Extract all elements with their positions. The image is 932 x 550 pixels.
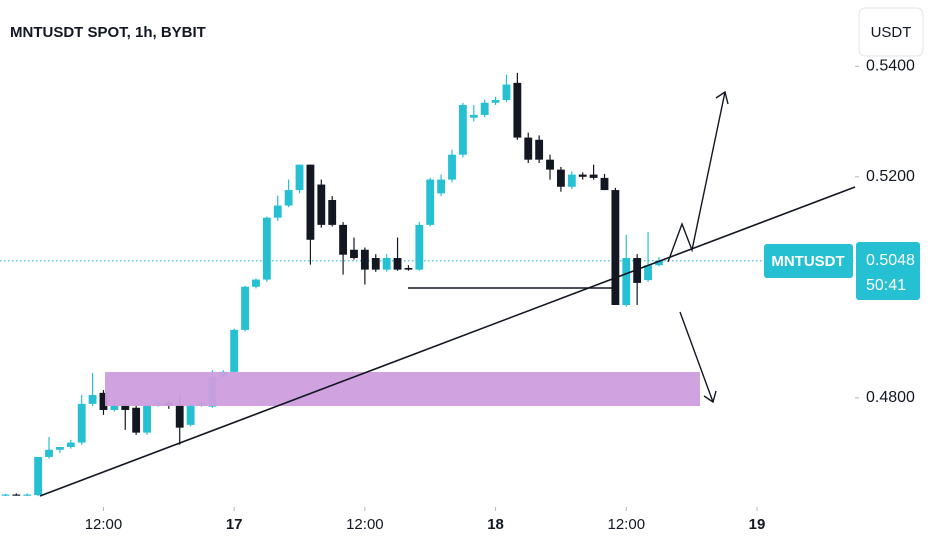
candle-body [622, 258, 631, 305]
candle-body [66, 442, 75, 447]
candle-body [469, 114, 478, 118]
x-tick-label: 12:00 [85, 516, 123, 533]
candle-body [426, 179, 435, 225]
candle-body [491, 100, 500, 103]
candle-body [241, 286, 249, 330]
countdown-label: 50:41 [866, 277, 906, 294]
trend-line [39, 186, 856, 497]
candle-body [306, 164, 315, 240]
axes: 0.5400 0.5200 0.4800 12:00 17 12:00 18 12:00 19 [85, 58, 915, 533]
candle-body [578, 174, 587, 177]
candle-body [88, 395, 97, 404]
currency-button-label[interactable]: USDT [871, 24, 912, 41]
last-price-label: 0.5048 [866, 252, 915, 269]
candle-body [644, 265, 652, 281]
price-label-box [856, 242, 920, 300]
candle-body [262, 217, 271, 280]
candle-body [371, 258, 380, 270]
candle-body [12, 494, 21, 496]
candle-body [99, 392, 108, 410]
candle-body [524, 137, 533, 160]
currency-button[interactable] [858, 7, 924, 57]
y-tick-label: 0.5200 [866, 168, 915, 185]
candle-body [77, 403, 86, 443]
candle-body [437, 179, 446, 194]
plot [0, 72, 855, 497]
candle-body [328, 200, 337, 225]
chart-title: MNTUSDT SPOT, 1h, BYBIT [10, 24, 206, 41]
candle-body [143, 404, 151, 433]
candle-body [317, 184, 326, 225]
candle-body [45, 449, 53, 457]
candle-body [535, 139, 544, 160]
candle-body [404, 267, 413, 270]
candle-body [339, 224, 348, 255]
up-arrow [667, 91, 726, 263]
candle-body [1, 494, 10, 496]
candle-body [458, 104, 467, 155]
candle-body [132, 407, 141, 433]
candle-body [502, 84, 511, 101]
x-tick-label: 18 [487, 516, 504, 533]
candle-body [55, 446, 64, 450]
candle-body [655, 260, 663, 266]
symbol-label-box [764, 244, 853, 278]
candle-body [175, 404, 184, 428]
candle-body [415, 224, 424, 270]
x-tick-label: 12:00 [346, 516, 384, 533]
candle-body [513, 82, 522, 138]
x-tick-label: 17 [226, 516, 243, 533]
x-tick-label: 19 [749, 516, 766, 533]
candle-body [23, 494, 32, 496]
candle-body [110, 405, 119, 410]
candle-body [600, 177, 609, 191]
candle-body [284, 190, 293, 206]
up-arrow-head [715, 90, 729, 105]
candle-body [273, 205, 282, 218]
down-arrow-head [703, 390, 717, 404]
candle-body [230, 329, 239, 372]
candle-body [589, 174, 598, 178]
candle-body [252, 279, 260, 287]
symbol-label: MNTUSDT [771, 253, 844, 270]
candle-body [393, 258, 402, 270]
candle-body [633, 258, 642, 283]
candle-body [186, 404, 195, 425]
y-tick-label: 0.5400 [866, 58, 915, 75]
candle-body [360, 249, 369, 270]
candle-body [382, 258, 391, 270]
down-arrow [679, 311, 714, 403]
candle-body [34, 456, 43, 496]
candle-body [546, 159, 554, 170]
candle-body [480, 102, 489, 115]
candle-body [350, 249, 358, 259]
candle-body [448, 154, 456, 180]
candle-body [557, 169, 565, 187]
candle-body [567, 174, 576, 187]
y-tick-label: 0.4800 [866, 389, 915, 406]
x-tick-label: 12:00 [608, 516, 646, 533]
candle-body [295, 164, 304, 191]
candle-body [611, 190, 620, 305]
demand-zone [105, 372, 700, 406]
candle-body [121, 405, 130, 410]
